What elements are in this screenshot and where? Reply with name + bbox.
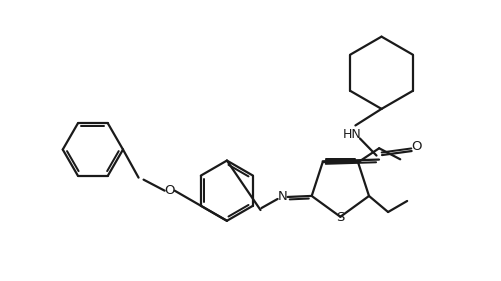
Text: HN: HN — [342, 128, 361, 141]
Text: O: O — [164, 184, 174, 197]
Text: O: O — [411, 140, 421, 153]
Text: S: S — [336, 211, 344, 224]
Text: N: N — [277, 191, 287, 203]
